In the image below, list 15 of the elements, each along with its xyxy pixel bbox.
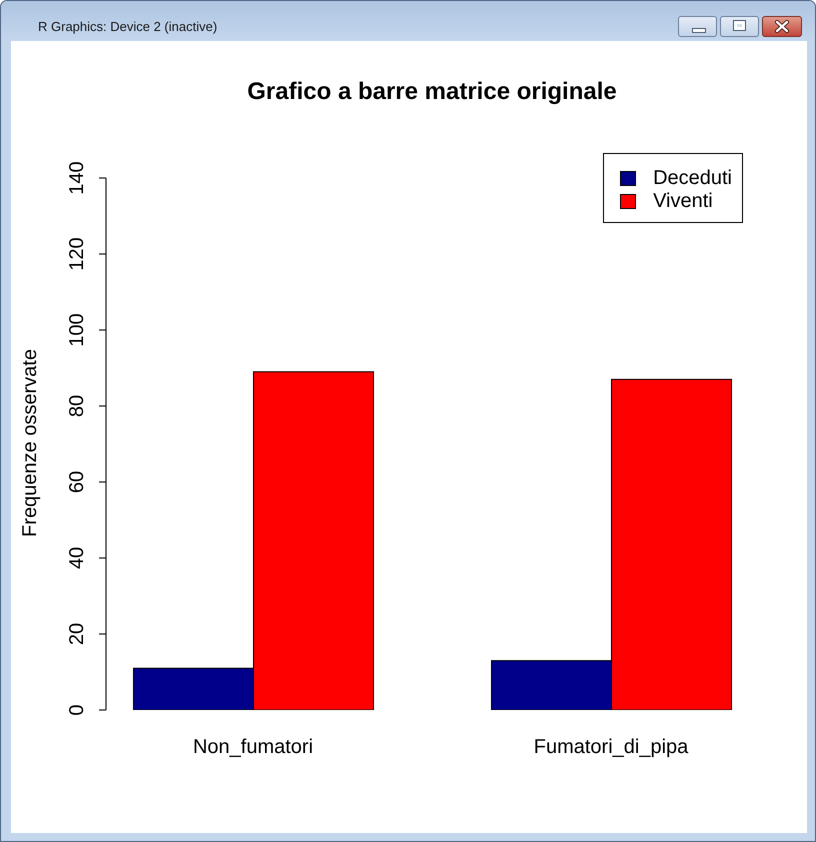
y-tick-label: 40: [66, 546, 88, 570]
legend-label: Deceduti: [653, 167, 732, 190]
y-tick-label: 20: [66, 622, 88, 646]
y-tick-label: 120: [66, 237, 88, 271]
x-tick-label: Non_fumatori: [192, 736, 314, 758]
y-tick-label: 80: [66, 394, 88, 418]
y-tick-label: 0: [66, 704, 88, 716]
legend-label: Viventi: [653, 190, 713, 213]
chart-title: Grafico a barre matrice originale: [246, 78, 618, 106]
y-tick-label: 100: [66, 313, 88, 347]
y-tick-label: 60: [66, 470, 88, 494]
y-tick-label: 140: [66, 161, 88, 195]
x-tick-label: Fumatori_di_pipa: [534, 736, 690, 758]
text: R Graphics: Device 2 (inactive): [38, 19, 218, 34]
y-axis-title: Frequenze osservate: [19, 349, 41, 537]
